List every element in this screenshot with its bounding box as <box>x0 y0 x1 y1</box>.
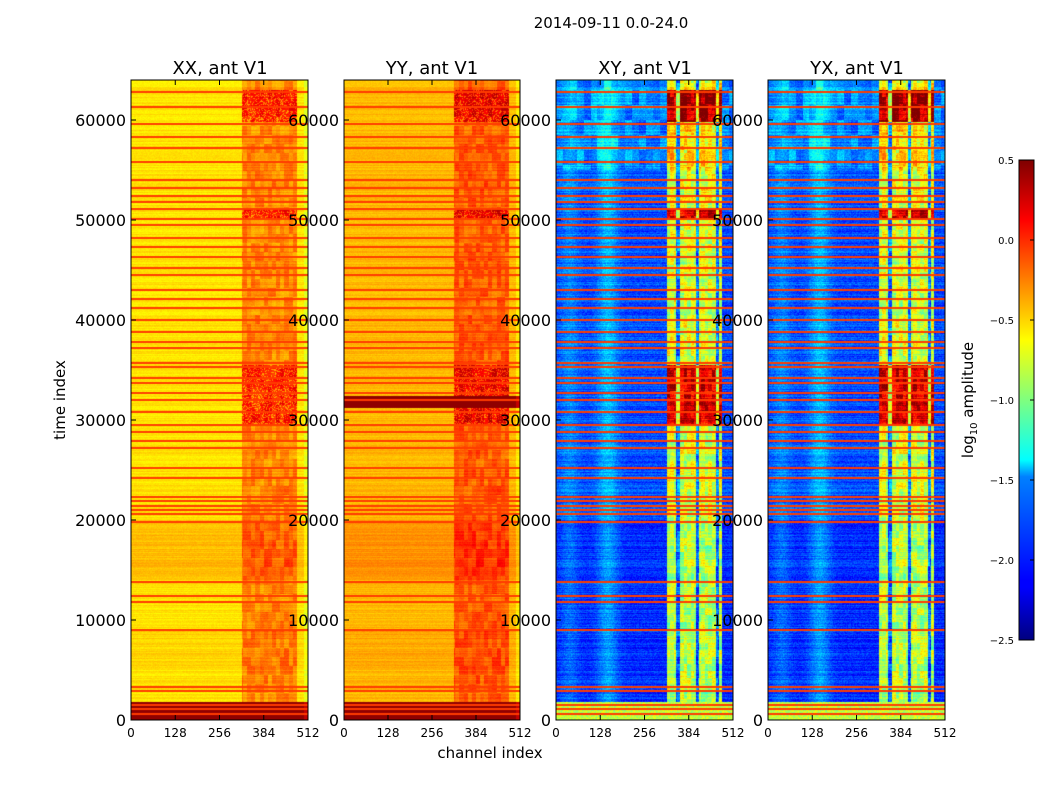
x-tick-label: 256 <box>208 726 231 740</box>
x-tick-label: 0 <box>340 726 348 740</box>
x-tick-label: 256 <box>845 726 868 740</box>
y-tick-label: 20000 <box>500 511 551 530</box>
heatmap-yy <box>344 80 520 720</box>
y-tick-label: 40000 <box>288 311 339 330</box>
panel-yy: YY, ant V1 0 128 256 384 512 0 10000 20000 3000… <box>288 58 531 740</box>
x-tick-group: 0 128 256 384 512 <box>552 80 744 740</box>
y-tick-label: 20000 <box>712 511 763 530</box>
y-tick-label: 10000 <box>288 611 339 630</box>
colorbar: 0.5 0.0 −0.5 −1.0 −1.5 −2.0 −2.5 log10 amplitu… <box>959 156 1035 647</box>
x-tick-label: 384 <box>252 726 275 740</box>
y-tick-label: 0 <box>329 711 339 730</box>
x-tick-label: 384 <box>677 726 700 740</box>
y-tick-group: 0 10000 20000 30000 40000 50000 60000 <box>288 111 349 730</box>
y-tick-label: 0 <box>116 711 126 730</box>
y-tick-group: 0 10000 20000 30000 40000 50000 60000 <box>712 111 773 730</box>
x-tick-label: 128 <box>377 726 400 740</box>
y-tick-label: 20000 <box>288 511 339 530</box>
x-tick-label: 512 <box>934 726 957 740</box>
x-tick-label: 128 <box>589 726 612 740</box>
x-tick-label: 128 <box>164 726 187 740</box>
x-tick-label: 128 <box>801 726 824 740</box>
panel-title: XX, ant V1 <box>172 58 267 79</box>
x-tick-group: 0 128 256 384 512 <box>340 80 531 740</box>
colorbar-tick-label: −2.5 <box>990 636 1014 647</box>
y-tick-label: 30000 <box>75 411 126 430</box>
x-tick-label: 384 <box>465 726 488 740</box>
heatmap-xx <box>131 80 308 720</box>
y-tick-label: 20000 <box>75 511 126 530</box>
y-tick-label: 30000 <box>500 411 551 430</box>
y-tick-label: 10000 <box>75 611 126 630</box>
x-tick-label: 256 <box>421 726 444 740</box>
y-tick-label: 40000 <box>500 311 551 330</box>
y-tick-label: 40000 <box>75 311 126 330</box>
y-tick-label: 60000 <box>712 111 763 130</box>
y-tick-label: 10000 <box>500 611 551 630</box>
x-tick-label: 512 <box>722 726 745 740</box>
heatmap-yx <box>768 80 945 720</box>
colorbar-tick-label: −1.5 <box>990 476 1014 487</box>
y-tick-label: 40000 <box>712 311 763 330</box>
x-tick-group: 0 128 256 384 512 <box>127 80 319 740</box>
y-tick-label: 60000 <box>75 111 126 130</box>
y-tick-label: 60000 <box>288 111 339 130</box>
y-tick-label: 50000 <box>75 211 126 230</box>
x-axis-label: channel index <box>437 744 542 762</box>
y-tick-label: 30000 <box>712 411 763 430</box>
y-tick-label: 50000 <box>500 211 551 230</box>
y-tick-group: 0 10000 20000 30000 40000 50000 60000 <box>500 111 561 730</box>
x-tick-label: 0 <box>127 726 135 740</box>
colorbar-tick-label: −2.0 <box>990 556 1014 567</box>
x-tick-label: 512 <box>297 726 320 740</box>
panel-title: YX, ant V1 <box>809 58 904 79</box>
figure-suptitle: 2014-09-11 0.0-24.0 <box>534 14 689 32</box>
colorbar-tick-label: 0.0 <box>998 236 1014 247</box>
y-tick-label: 50000 <box>712 211 763 230</box>
panel-title: YY, ant V1 <box>385 58 478 79</box>
y-tick-label: 30000 <box>288 411 339 430</box>
colorbar-label: log10 amplitude <box>959 342 980 458</box>
y-tick-label: 60000 <box>500 111 551 130</box>
x-tick-label: 256 <box>633 726 656 740</box>
heatmap-xy <box>556 80 733 720</box>
x-tick-label: 384 <box>889 726 912 740</box>
x-tick-label: 0 <box>764 726 772 740</box>
y-axis-label: time index <box>51 360 69 440</box>
y-tick-label: 10000 <box>712 611 763 630</box>
panel-title: XY, ant V1 <box>598 58 692 79</box>
colorbar-tick-group: 0.5 0.0 −0.5 −1.0 −1.5 −2.0 −2.5 <box>990 156 1034 647</box>
colorbar-tick-label: −0.5 <box>990 316 1014 327</box>
y-tick-label: 0 <box>753 711 763 730</box>
panel-xx: XX, ant V1 0 128 256 384 512 0 10000 20000 3000… <box>75 58 319 740</box>
x-tick-group: 0 128 256 384 512 <box>764 80 956 740</box>
panel-yx: YX, ant V1 0 128 256 384 512 0 10000 20000 3000… <box>712 58 956 740</box>
y-tick-group: 0 10000 20000 30000 40000 50000 60000 <box>75 111 136 730</box>
y-tick-label: 0 <box>541 711 551 730</box>
colorbar-tick-label: −1.0 <box>990 396 1014 407</box>
y-tick-label: 50000 <box>288 211 339 230</box>
panel-xy: XY, ant V1 0 128 256 384 512 0 10000 20000 3000… <box>500 58 744 740</box>
x-tick-label: 0 <box>552 726 560 740</box>
x-tick-label: 512 <box>509 726 532 740</box>
colorbar-tick-label: 0.5 <box>998 156 1014 167</box>
